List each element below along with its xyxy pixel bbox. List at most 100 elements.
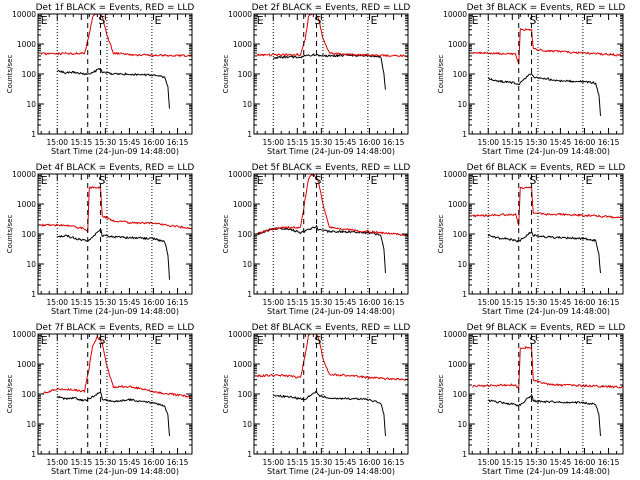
plot-frame <box>468 333 624 455</box>
series-line-events <box>273 53 386 90</box>
series-group <box>256 174 408 274</box>
time-marker-label: E <box>257 14 264 27</box>
y-tick-label: 1 <box>31 450 36 459</box>
plot-frame <box>253 13 409 135</box>
y-tick-label: 10000 <box>12 10 36 19</box>
x-axis-label: Start Time (24-Jun-09 14:48:00) <box>267 467 395 476</box>
x-tick-label: 15:30 <box>95 298 117 307</box>
y-tick-label: 100 <box>22 70 37 79</box>
time-marker-label: E <box>472 174 479 187</box>
time-marker-label: E <box>586 334 593 347</box>
plot-frame <box>468 13 624 135</box>
x-tick-label: 15:15 <box>287 458 309 467</box>
time-marker-label: E <box>155 14 162 27</box>
series-line-lld <box>40 186 192 233</box>
x-tick-label: 16:15 <box>167 138 189 147</box>
y-tick-label: 100 <box>22 390 37 399</box>
x-tick-label: 16:00 <box>574 298 596 307</box>
y-tick-label: 10 <box>457 260 467 269</box>
time-marker-label: E <box>155 174 162 187</box>
y-tick-label: 1 <box>247 130 252 139</box>
time-marker-label: E <box>472 334 479 347</box>
x-axis-label: Start Time (24-Jun-09 14:48:00) <box>51 147 179 156</box>
x-tick-label: 15:00 <box>477 298 499 307</box>
x-tick-label: 15:15 <box>71 298 93 307</box>
time-marker-label: E <box>257 334 264 347</box>
y-tick-label: 100 <box>22 230 37 239</box>
y-tick-label: 1000 <box>17 360 36 369</box>
y-tick-label: 10 <box>26 260 36 269</box>
panel-title: Det 8f BLACK = Events, RED = LLD <box>252 323 411 333</box>
y-tick-label: 1000 <box>448 200 467 209</box>
y-axis-label: Counts/sec <box>6 375 14 414</box>
y-tick-label: 1 <box>247 290 252 299</box>
plot-frame <box>253 333 409 455</box>
time-marker-label: E <box>371 334 378 347</box>
x-tick-label: 16:00 <box>359 458 381 467</box>
y-tick-label: 10000 <box>443 170 467 179</box>
y-tick-label: 10 <box>242 100 252 109</box>
x-tick-label: 15:00 <box>262 298 284 307</box>
x-axis-label: Start Time (24-Jun-09 14:48:00) <box>267 147 395 156</box>
panel-title: Det 9f BLACK = Events, RED = LLD <box>467 323 626 333</box>
x-axis-label: Start Time (24-Jun-09 14:48:00) <box>267 307 395 316</box>
x-tick-label: 15:15 <box>502 138 524 147</box>
y-tick-label: 10 <box>26 100 36 109</box>
x-tick-label: 15:15 <box>287 138 309 147</box>
time-marker-label: E <box>586 14 593 27</box>
y-tick-label: 10 <box>242 260 252 269</box>
x-tick-label: 15:00 <box>46 138 68 147</box>
series-line-lld <box>41 336 192 398</box>
plot-frame <box>468 173 624 295</box>
y-tick-label: 1000 <box>233 40 252 49</box>
y-tick-label: 10 <box>457 420 467 429</box>
series-line-lld <box>40 14 192 57</box>
y-axis-label: Counts/sec <box>222 215 230 254</box>
series-group <box>256 334 408 436</box>
y-tick-label: 1000 <box>448 360 467 369</box>
x-tick-label: 15:00 <box>262 458 284 467</box>
series-line-lld <box>256 334 408 381</box>
x-tick-label: 16:00 <box>143 138 165 147</box>
x-axis-label: Start Time (24-Jun-09 14:48:00) <box>482 467 610 476</box>
x-tick-label: 16:00 <box>574 458 596 467</box>
x-tick-label: 15:30 <box>95 138 117 147</box>
y-tick-label: 1000 <box>17 40 36 49</box>
x-tick-label: 15:00 <box>46 298 68 307</box>
x-tick-label: 15:00 <box>477 138 499 147</box>
y-tick-label: 100 <box>453 230 468 239</box>
series-group <box>471 28 623 116</box>
series-group <box>256 14 408 90</box>
time-marker-label: E <box>257 174 264 187</box>
time-marker-label: S <box>98 174 105 187</box>
time-marker-label: S <box>98 334 105 347</box>
panel-title: Det 2f BLACK = Events, RED = LLD <box>252 3 411 13</box>
time-marker-label: E <box>586 174 593 187</box>
y-tick-label: 1 <box>462 290 467 299</box>
x-tick-label: 16:15 <box>598 298 620 307</box>
plot-frame <box>37 13 193 135</box>
time-marker-label: E <box>41 334 48 347</box>
panel-title: Det 7f BLACK = Events, RED = LLD <box>36 323 195 333</box>
y-tick-label: 10000 <box>12 170 36 179</box>
x-tick-label: 15:15 <box>287 298 309 307</box>
y-axis-label: Counts/sec <box>222 55 230 94</box>
x-tick-label: 15:45 <box>550 138 572 147</box>
y-tick-label: 100 <box>238 70 253 79</box>
x-tick-label: 15:30 <box>311 458 333 467</box>
x-tick-label: 15:15 <box>71 458 93 467</box>
panel-title: Det 5f BLACK = Events, RED = LLD <box>252 163 411 173</box>
y-tick-label: 100 <box>238 230 253 239</box>
x-tick-label: 15:30 <box>95 458 117 467</box>
time-marker-label: E <box>371 174 378 187</box>
y-tick-label: 10000 <box>12 330 36 339</box>
time-marker-label: S <box>314 334 321 347</box>
x-axis-label: Start Time (24-Jun-09 14:48:00) <box>482 307 610 316</box>
